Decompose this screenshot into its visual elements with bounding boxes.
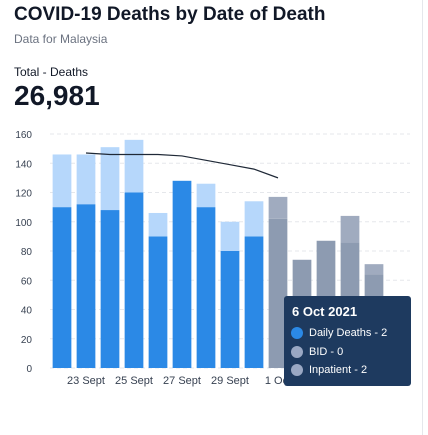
y-tick-label: 100 bbox=[15, 218, 32, 229]
bar-bid bbox=[220, 221, 240, 251]
tooltip-row-bid: BID - 0 bbox=[291, 346, 343, 358]
bar-bid bbox=[268, 196, 288, 219]
tooltip-inpatient: Inpatient - 2 bbox=[309, 364, 368, 376]
bid-dot-icon bbox=[291, 346, 303, 358]
bar-bid bbox=[196, 183, 216, 208]
chart-tooltip: 6 Oct 2021 Daily Deaths - 2 BID - 0 Inpa… bbox=[284, 296, 411, 386]
bar-bid bbox=[100, 147, 120, 211]
x-tick-label: 23 Sept bbox=[67, 375, 105, 387]
y-tick-label: 20 bbox=[21, 335, 33, 346]
tooltip-date: 6 Oct 2021 bbox=[292, 304, 358, 319]
bar-inpatient bbox=[76, 204, 96, 368]
total-deaths-label: Total - Deaths bbox=[14, 65, 89, 79]
bar-inpatient bbox=[100, 210, 120, 368]
bar-inpatient bbox=[268, 218, 288, 368]
bar-inpatient bbox=[124, 192, 144, 368]
y-tick-label: 140 bbox=[15, 159, 32, 170]
panel-divider bbox=[422, 0, 423, 435]
bar-inpatient bbox=[52, 207, 72, 368]
daily-deaths-dot-icon bbox=[291, 327, 303, 339]
bar-inpatient bbox=[196, 207, 216, 368]
bar-bid bbox=[148, 212, 168, 237]
page-title: COVID-19 Deaths by Date of Death bbox=[14, 4, 326, 25]
y-tick-label: 160 bbox=[15, 130, 32, 141]
tooltip-bid: BID - 0 bbox=[309, 346, 344, 358]
page-subtitle: Data for Malaysia bbox=[14, 32, 108, 46]
x-tick-label: 27 Sept bbox=[163, 375, 201, 387]
y-tick-label: 120 bbox=[15, 189, 32, 200]
bar-inpatient bbox=[244, 236, 264, 368]
total-deaths-value: 26,981 bbox=[14, 80, 100, 111]
bar-bid bbox=[340, 215, 360, 243]
y-tick-label: 80 bbox=[21, 247, 33, 258]
y-tick-label: 40 bbox=[21, 306, 33, 317]
bar-bid bbox=[124, 139, 144, 193]
x-tick-label: 25 Sept bbox=[115, 375, 153, 387]
x-tick-label: 29 Sept bbox=[211, 375, 249, 387]
bar-inpatient bbox=[148, 236, 168, 368]
bar-bid bbox=[76, 154, 96, 205]
bar-bid bbox=[52, 154, 72, 208]
tooltip-row-daily-deaths: Daily Deaths - 2 bbox=[291, 327, 387, 339]
bar-inpatient bbox=[220, 251, 240, 368]
tooltip-row-inpatient: Inpatient - 2 bbox=[291, 364, 367, 376]
bar-inpatient bbox=[172, 180, 192, 368]
tooltip-daily-deaths: Daily Deaths - 2 bbox=[309, 327, 388, 339]
inpatient-dot-icon bbox=[291, 364, 303, 376]
bar-bid bbox=[364, 264, 384, 275]
y-tick-label: 0 bbox=[26, 364, 32, 375]
y-tick-label: 60 bbox=[21, 276, 33, 287]
moving-average-line bbox=[85, 152, 279, 179]
bar-bid bbox=[244, 201, 264, 237]
